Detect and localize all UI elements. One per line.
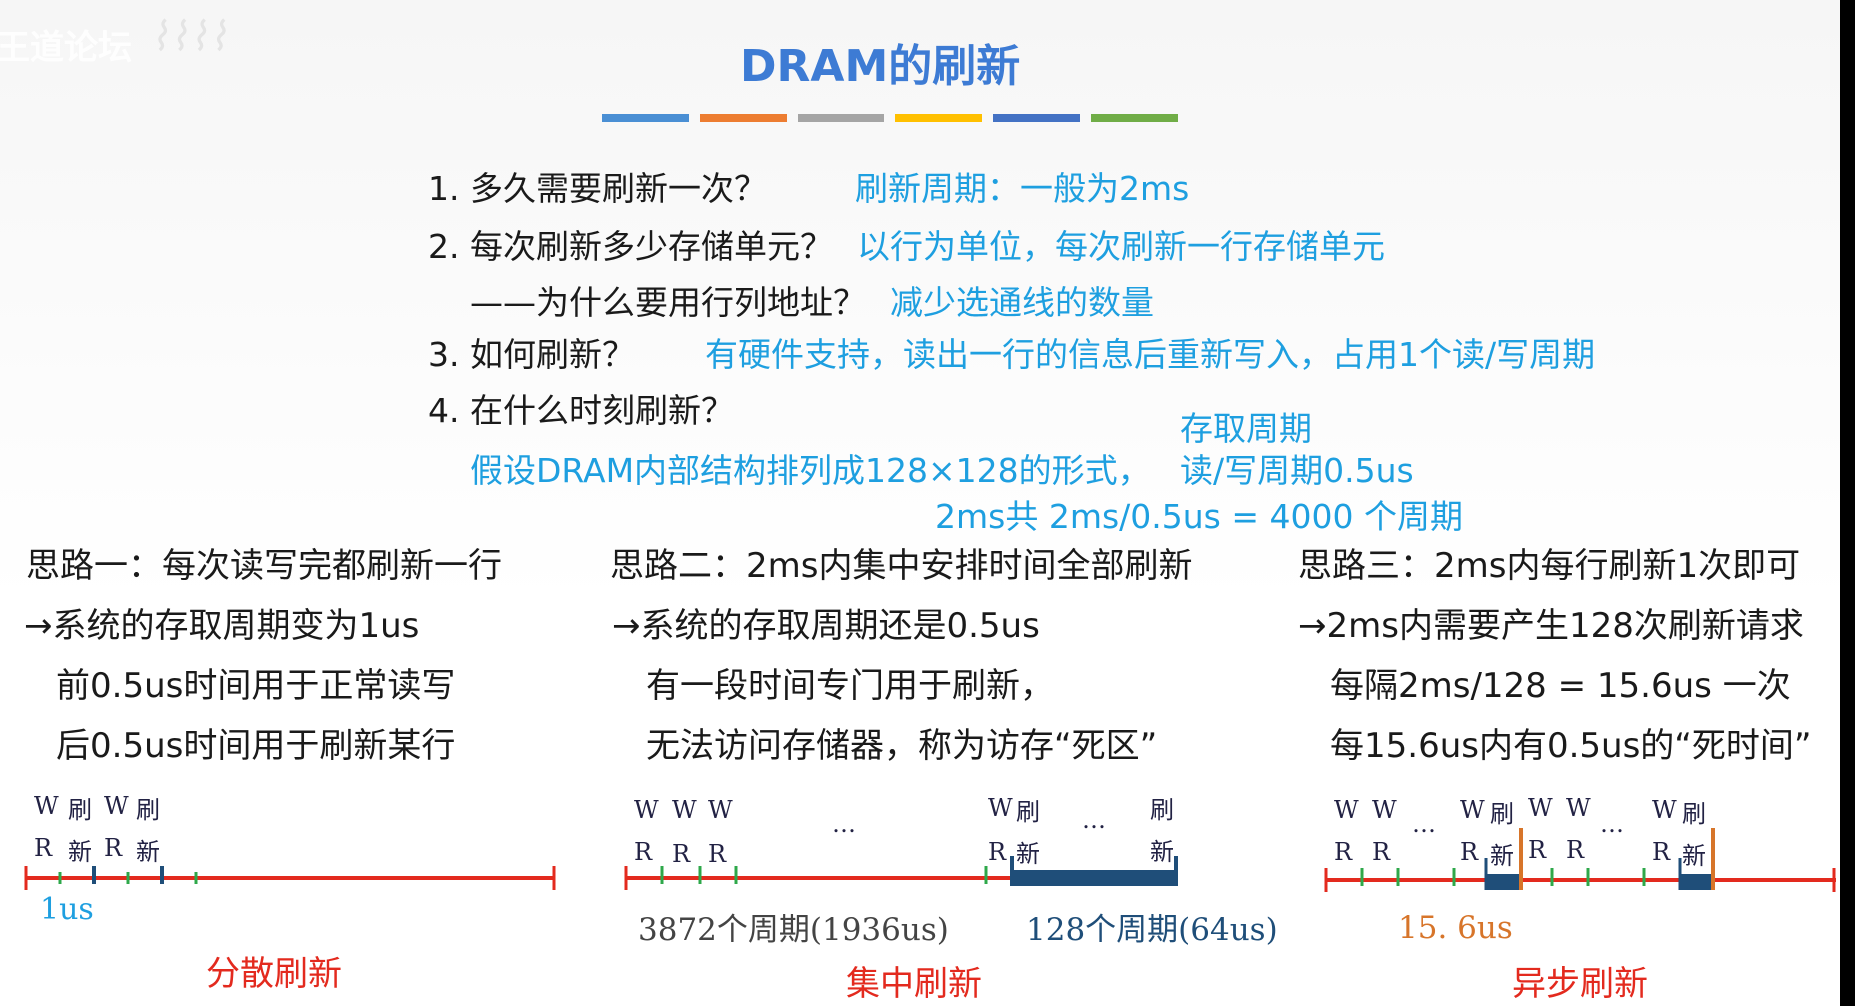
d2-shua1: 刷 — [1016, 798, 1040, 826]
d1-xin2: 新 — [136, 838, 160, 866]
d3-dots2: … — [1600, 810, 1624, 838]
d1-r2: R — [104, 834, 123, 862]
d2-r3: R — [708, 840, 727, 868]
d2-xin2: 新 — [1150, 838, 1174, 866]
d1-r1: R — [34, 834, 53, 862]
d1-name: 分散刷新 — [206, 954, 342, 994]
d2-shua2: 刷 — [1150, 796, 1174, 824]
answer-3: 有硬件支持，读出一行的信息后重新写入，占用1个读/写周期 — [705, 335, 1596, 374]
d3-dots1: … — [1412, 810, 1436, 838]
d1-xin1: 新 — [68, 838, 92, 866]
d3-label: 15. 6us — [1398, 910, 1513, 946]
d2-r2: R — [672, 840, 691, 868]
access-cycle-label: 存取周期 — [1180, 409, 1312, 448]
d3-r3: R — [1460, 838, 1479, 866]
idea-3-line1: →2ms内需要产生128次刷新请求 — [1298, 606, 1804, 646]
diagram-1-timeline — [24, 866, 556, 890]
color-bar — [602, 114, 689, 122]
diagram-2-timeline — [624, 856, 1178, 890]
d3-w1: W — [1334, 796, 1359, 824]
idea-1-title: 思路一：每次读写完都刷新一行 — [26, 546, 502, 586]
d3-w6: W — [1652, 796, 1677, 824]
idea-1-line3: 后0.5us时间用于刷新某行 — [56, 726, 456, 766]
color-bar — [699, 114, 787, 122]
d2-w1: W — [634, 796, 659, 824]
d2-w2: W — [672, 796, 697, 824]
d3-xin1: 新 — [1490, 842, 1514, 870]
d3-w3: W — [1460, 796, 1485, 824]
d3-w5: W — [1566, 794, 1591, 822]
d2-dots1: … — [832, 810, 856, 838]
d2-name: 集中刷新 — [846, 964, 982, 1004]
question-3: 3. 如何刷新？ — [428, 335, 635, 374]
idea-1-line1: →系统的存取周期变为1us — [24, 606, 420, 646]
idea-2-title: 思路二：2ms内集中安排时间全部刷新 — [610, 546, 1193, 586]
d3-shua1: 刷 — [1490, 800, 1514, 828]
color-bar — [895, 114, 983, 122]
color-bar — [993, 114, 1081, 122]
d3-r5: R — [1566, 836, 1585, 864]
d3-r6: R — [1652, 838, 1671, 866]
idea-1-line2: 前0.5us时间用于正常读写 — [56, 666, 456, 706]
d1-shua2: 刷 — [136, 796, 160, 824]
d3-r4: R — [1528, 836, 1547, 864]
answer-1: 刷新周期：一般为2ms — [855, 169, 1190, 208]
refresh-block — [1486, 874, 1520, 890]
d3-shua2: 刷 — [1682, 800, 1706, 828]
d1-w2: W — [104, 792, 129, 820]
answer-2: 以行为单位，每次刷新一行存储单元 — [857, 227, 1385, 266]
question-2: 2. 每次刷新多少存储单元？ — [428, 227, 833, 266]
d1-shua1: 刷 — [68, 796, 92, 824]
slide-title: DRAM的刷新 — [740, 41, 1021, 92]
assumption-line1: 假设DRAM内部结构排列成128×128的形式， — [470, 451, 1151, 490]
d1-label: 1us — [40, 892, 94, 927]
d2-w4: W — [988, 794, 1013, 822]
watermark-site: 王道论坛 — [0, 28, 132, 68]
d3-xin2: 新 — [1682, 842, 1706, 870]
d2-r4: R — [988, 838, 1007, 866]
idea-3-line2: 每隔2ms/128 = 15.6us 一次 — [1330, 666, 1791, 706]
idea-2-line3: 无法访问存储器，称为访存“死区” — [646, 726, 1158, 766]
idea-3-title: 思路三：2ms内每行刷新1次即可 — [1298, 546, 1801, 586]
idea-2-line2: 有一段时间专门用于刷新， — [646, 666, 1054, 706]
refresh-block — [1680, 874, 1714, 890]
d3-name: 异步刷新 — [1512, 964, 1648, 1004]
d1-w1: W — [34, 792, 59, 820]
assumption-line2: 2ms共 2ms/0.5us = 4000 个周期 — [935, 497, 1463, 536]
color-bar — [797, 114, 885, 122]
watermark-logo: ⌇⌇⌇⌇ — [150, 14, 229, 60]
d3-r1: R — [1334, 838, 1353, 866]
rw-cycle: 读/写周期0.5us — [1180, 451, 1414, 490]
question-1: 1. 多久需要刷新一次？ — [428, 169, 767, 208]
d2-right-label: 128个周期(64us) — [1026, 912, 1278, 948]
diagram-3-timeline — [1324, 828, 1836, 892]
idea-2-line1: →系统的存取周期还是0.5us — [612, 606, 1040, 646]
d3-w4: W — [1528, 794, 1553, 822]
d2-xin1: 新 — [1016, 840, 1040, 868]
d3-w2: W — [1372, 796, 1397, 824]
idea-3-line3: 每15.6us内有0.5us的“死时间” — [1330, 726, 1812, 766]
answer-2b: 减少选通线的数量 — [890, 283, 1154, 322]
d2-r1: R — [634, 838, 653, 866]
window-edge — [1840, 0, 1855, 1006]
d2-left-label: 3872个周期(1936us) — [638, 912, 949, 948]
d2-dots2: … — [1082, 806, 1106, 834]
question-4: 4. 在什么时刻刷新？ — [428, 391, 734, 430]
d3-r2: R — [1372, 838, 1391, 866]
d2-w3: W — [708, 796, 733, 824]
question-2b: ——为什么要用行列地址？ — [470, 283, 866, 322]
title-color-bars — [602, 114, 1178, 122]
refresh-block — [1012, 870, 1178, 886]
color-bar — [1091, 114, 1178, 122]
